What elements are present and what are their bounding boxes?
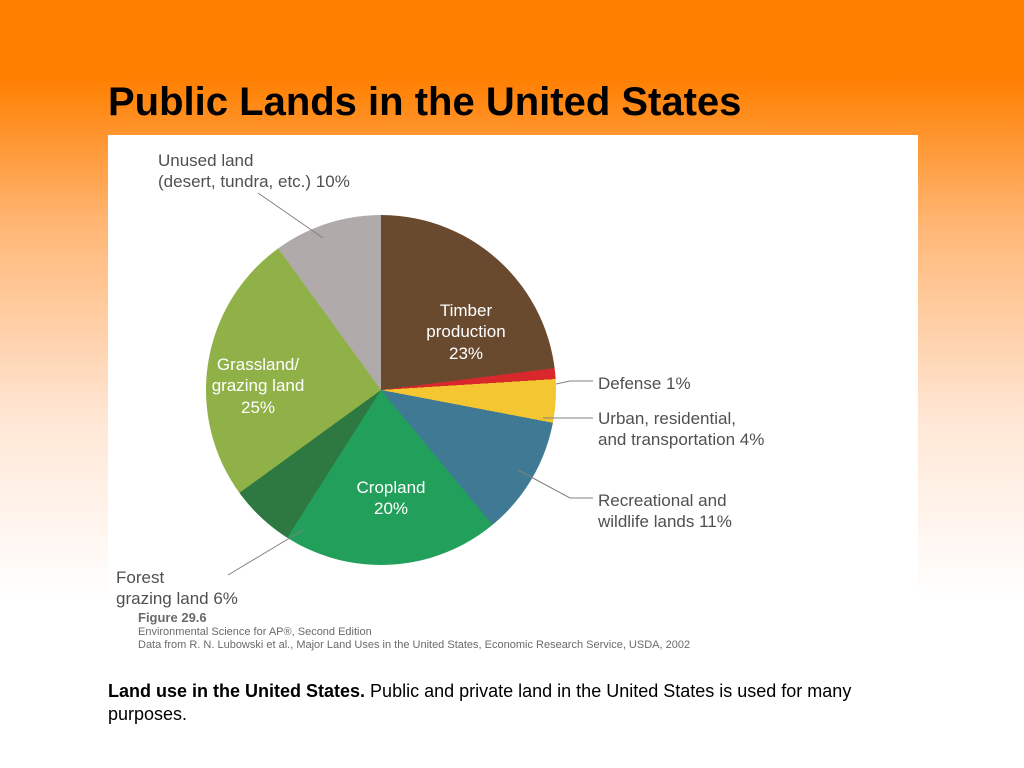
slide: Public Lands in the United States Timber… (0, 0, 1024, 768)
chart-container: Timber production 23% Cropland 20% Grass… (108, 135, 918, 665)
leader-lines (108, 135, 918, 665)
figure-caption: Figure 29.6 Environmental Science for AP… (138, 610, 690, 651)
page-title: Public Lands in the United States (108, 80, 741, 125)
slide-caption: Land use in the United States. Public an… (108, 680, 918, 727)
